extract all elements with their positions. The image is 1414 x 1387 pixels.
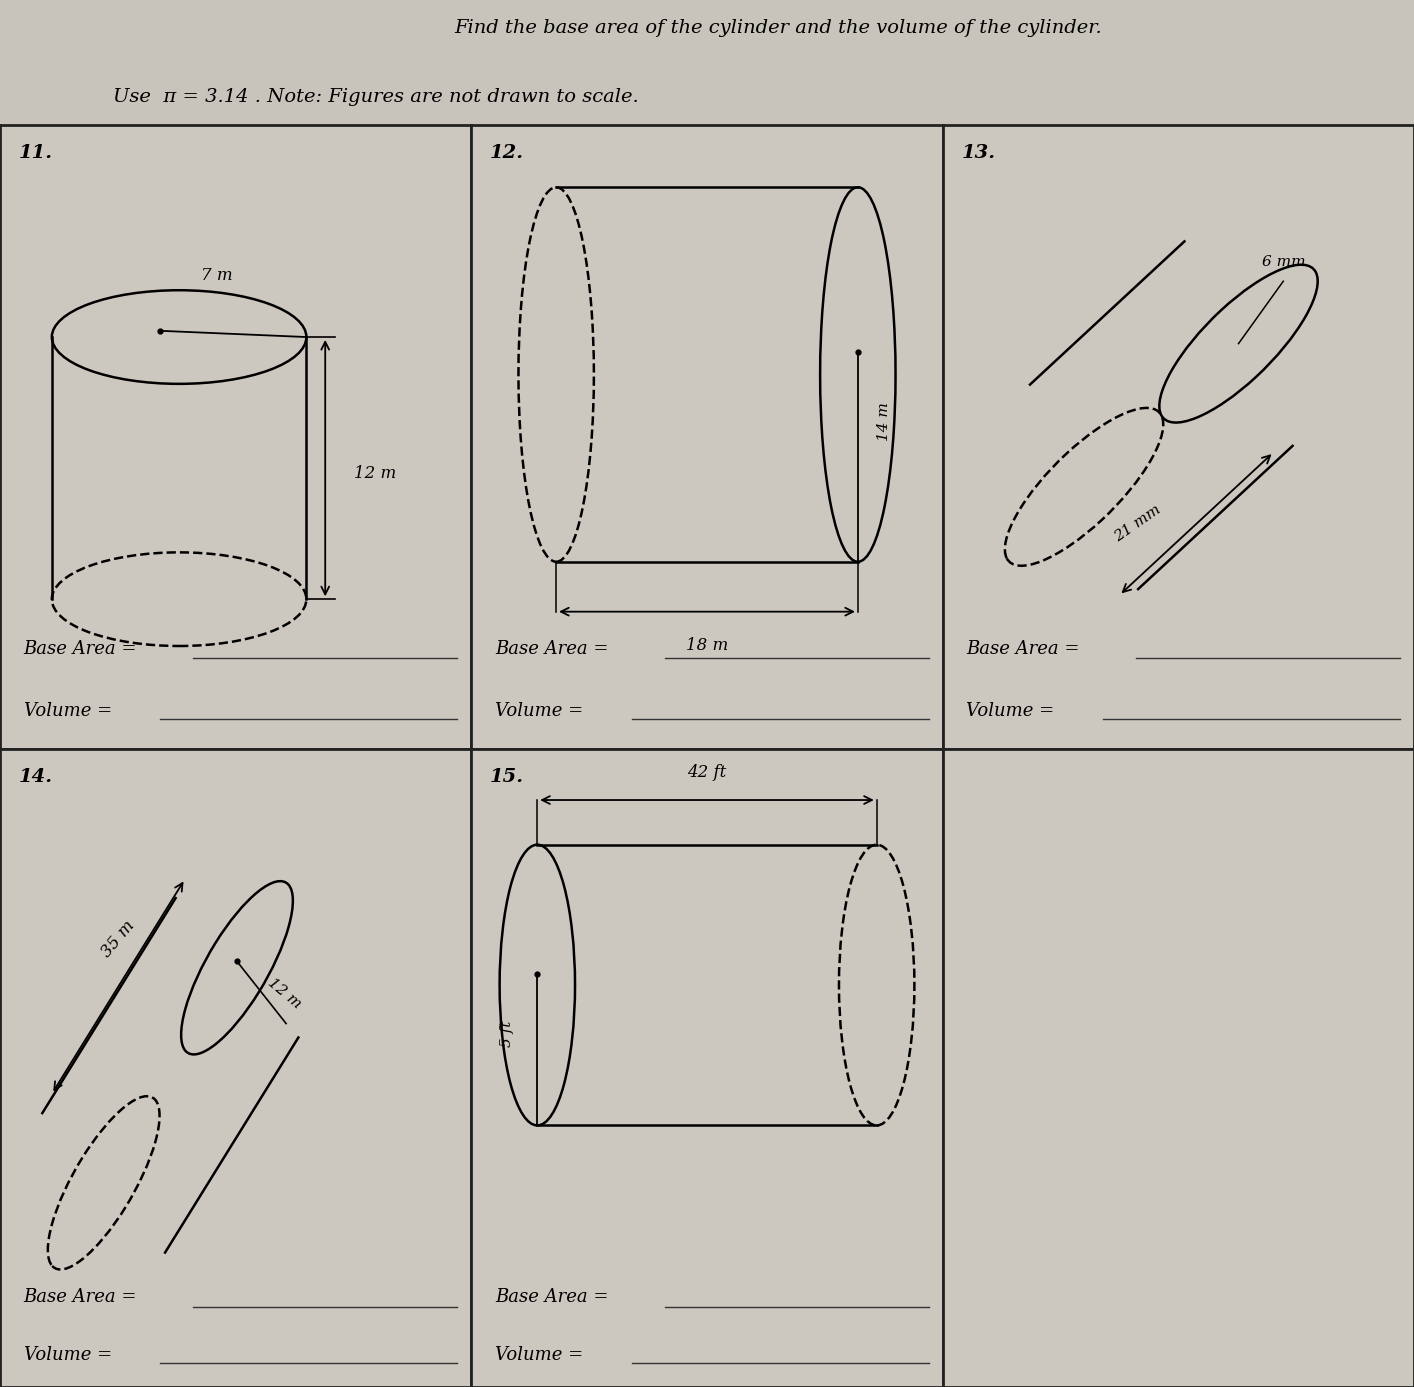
Text: 11.: 11. (18, 144, 52, 161)
Text: 14 m: 14 m (877, 402, 891, 441)
Text: 21 mm: 21 mm (1111, 502, 1164, 545)
Text: 6 mm: 6 mm (1263, 255, 1305, 269)
Text: 35 m: 35 m (99, 918, 139, 961)
Text: 18 m: 18 m (686, 637, 728, 653)
Text: 7 m: 7 m (201, 266, 233, 284)
Text: 15.: 15. (491, 768, 525, 786)
Text: 14.: 14. (18, 768, 52, 786)
Text: 42 ft: 42 ft (687, 764, 727, 781)
Text: 13.: 13. (962, 144, 995, 161)
Text: 5 ft: 5 ft (499, 1021, 513, 1047)
Text: Base Area =: Base Area = (966, 639, 1086, 657)
Text: Volume =: Volume = (495, 1345, 588, 1363)
Text: Volume =: Volume = (24, 1345, 117, 1363)
Text: Find the base area of the cylinder and the volume of the cylinder.: Find the base area of the cylinder and t… (454, 19, 1102, 36)
Text: 12.: 12. (491, 144, 525, 161)
Text: Base Area =: Base Area = (24, 1289, 143, 1307)
Text: Volume =: Volume = (495, 702, 588, 720)
Text: Use  π = 3.14 . Note: Figures are not drawn to scale.: Use π = 3.14 . Note: Figures are not dra… (113, 89, 639, 107)
Text: 12 m: 12 m (266, 975, 304, 1011)
Text: Base Area =: Base Area = (24, 639, 143, 657)
Text: Volume =: Volume = (24, 702, 117, 720)
Text: 12 m: 12 m (354, 465, 396, 481)
Text: Volume =: Volume = (966, 702, 1060, 720)
Text: Base Area =: Base Area = (495, 639, 614, 657)
Text: Base Area =: Base Area = (495, 1289, 614, 1307)
